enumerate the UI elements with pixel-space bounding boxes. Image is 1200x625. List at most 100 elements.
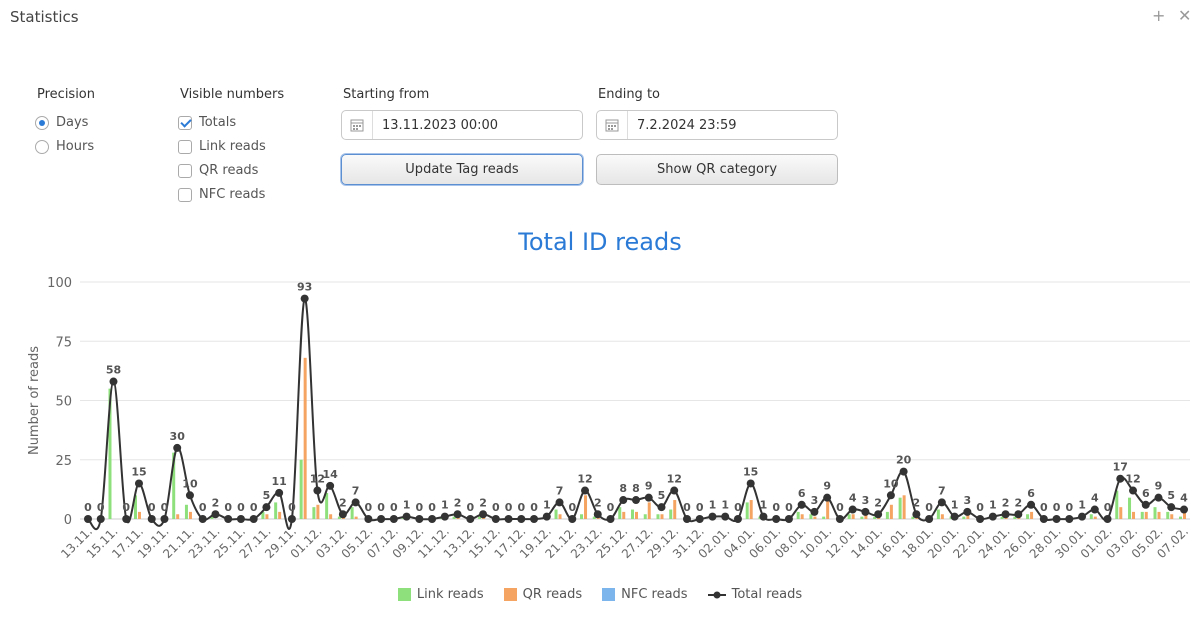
data-label: 2: [594, 496, 602, 509]
data-label: 0: [224, 501, 232, 514]
link-bar: [847, 514, 851, 519]
total-reads-point: [134, 479, 143, 488]
link-bar: [809, 514, 813, 519]
data-label: 93: [297, 281, 312, 294]
qr-bar: [329, 514, 333, 519]
data-label: 0: [607, 501, 615, 514]
nfc-reads-label: NFC reads: [199, 187, 266, 202]
link-bar: [873, 516, 877, 519]
link-bar: [631, 509, 634, 519]
add-icon[interactable]: +: [1152, 6, 1166, 25]
qr-bar: [889, 504, 893, 519]
data-label: 0: [428, 501, 436, 514]
link-bar: [1089, 514, 1093, 519]
legend-nfc-reads[interactable]: NFC reads: [602, 587, 688, 602]
radio-selected[interactable]: [35, 115, 49, 130]
qr-bar: [647, 502, 651, 519]
link-bar: [554, 509, 558, 519]
total-reads-point: [733, 515, 742, 523]
data-label: 0: [568, 501, 576, 514]
legend-link-reads[interactable]: Link reads: [397, 587, 484, 602]
data-label: 12: [667, 473, 682, 486]
qr-bar: [1132, 511, 1136, 519]
data-label: 0: [148, 501, 156, 514]
total-reads-point: [287, 515, 296, 523]
link-bar: [656, 514, 660, 519]
total-reads-point: [160, 515, 169, 523]
show-qr-category-button[interactable]: Show QR category: [596, 154, 838, 185]
link-bar: [350, 507, 354, 519]
data-label: 5: [658, 489, 666, 502]
total-reads-point: [262, 503, 271, 512]
total-reads-point: [695, 515, 704, 523]
nfc-reads-checkbox[interactable]: NFC reads: [178, 187, 265, 202]
total-reads-point: [1052, 515, 1061, 523]
close-icon[interactable]: ✕: [1178, 6, 1192, 25]
checkbox-unchecked[interactable]: [178, 187, 192, 202]
precision-hours-radio[interactable]: Hours: [35, 139, 94, 154]
link-bar: [172, 452, 176, 519]
link-bar: [1153, 507, 1157, 519]
total-reads-point: [364, 515, 373, 523]
legend-qr-reads[interactable]: QR reads: [503, 587, 583, 602]
total-reads-point: [198, 515, 207, 523]
start-date-field[interactable]: [341, 110, 583, 140]
link-bar: [312, 507, 316, 519]
checkbox-checked[interactable]: [178, 115, 192, 130]
data-label: 0: [517, 501, 525, 514]
legend-label: QR reads: [522, 587, 583, 602]
data-label: 10: [883, 477, 899, 490]
total-reads-point: [759, 512, 768, 521]
start-date-input[interactable]: [380, 116, 574, 134]
data-label: 0: [1053, 501, 1061, 514]
qr-bar: [622, 511, 626, 519]
link-reads-checkbox[interactable]: Link reads: [178, 139, 266, 154]
data-label: 3: [811, 494, 819, 507]
update-tag-reads-button[interactable]: Update Tag reads: [341, 154, 583, 185]
end-date-input[interactable]: [635, 116, 829, 134]
checkbox-unchecked[interactable]: [178, 163, 192, 178]
data-label: 0: [785, 501, 793, 514]
qr-reads-checkbox[interactable]: QR reads: [178, 163, 258, 178]
data-label: 8: [632, 482, 640, 495]
qr-bar: [278, 511, 282, 519]
y-tick-label: 75: [55, 335, 72, 350]
total-reads-point: [874, 510, 883, 519]
data-label: 14: [322, 468, 338, 481]
legend-total-reads[interactable]: Total reads: [707, 587, 802, 602]
total-reads-point: [746, 479, 755, 488]
total-reads-point: [1014, 510, 1023, 519]
link-bar: [580, 514, 584, 519]
total-reads-point: [377, 515, 386, 523]
legend-swatch: [602, 588, 616, 601]
total-reads-point: [1167, 503, 1176, 512]
calendar-icon[interactable]: [342, 111, 373, 139]
data-label: 0: [683, 501, 691, 514]
data-label: 2: [913, 496, 921, 509]
total-reads-point: [810, 507, 819, 516]
totals-label: Totals: [199, 115, 237, 130]
data-label: 0: [377, 501, 385, 514]
data-label: 2: [1002, 496, 1010, 509]
precision-days-radio[interactable]: Days: [35, 115, 88, 130]
total-reads-point: [581, 486, 590, 495]
data-label: 1: [989, 499, 997, 512]
link-bar: [1128, 497, 1132, 519]
end-date-field[interactable]: [596, 110, 838, 140]
total-reads-point: [1027, 500, 1036, 509]
link-bar: [860, 516, 864, 519]
calendar-icon[interactable]: [597, 111, 628, 139]
totals-checkbox[interactable]: Totals: [178, 115, 236, 130]
total-reads-point: [300, 294, 309, 303]
data-label: 0: [976, 501, 984, 514]
data-label: 2: [874, 496, 882, 509]
total-reads-point: [1180, 505, 1188, 514]
data-label: 9: [645, 480, 653, 493]
link-bar: [1140, 511, 1144, 519]
total-reads-point: [389, 515, 398, 523]
total-reads-point: [721, 512, 730, 521]
checkbox-unchecked[interactable]: [178, 139, 192, 154]
radio-unselected[interactable]: [35, 139, 49, 154]
total-reads-point: [351, 498, 360, 507]
link-bar: [911, 516, 915, 519]
